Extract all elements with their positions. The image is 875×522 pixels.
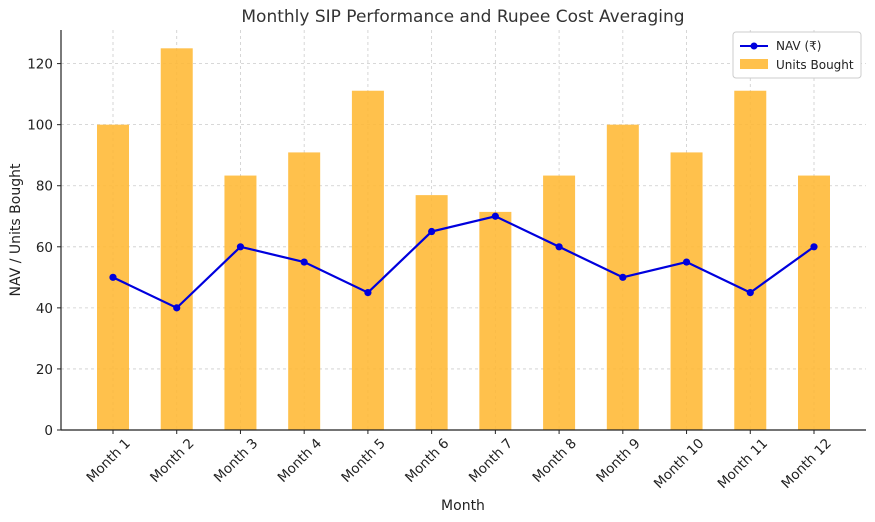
x-tick-label: Month 11: [715, 436, 771, 492]
x-tick-label: Month 3: [211, 436, 261, 486]
legend-label-nav: NAV (₹): [776, 39, 821, 53]
nav-point: [491, 212, 499, 220]
nav-point: [619, 273, 627, 281]
bar-units-bought: [160, 48, 193, 430]
x-tick-label: Month 6: [402, 436, 452, 486]
y-tick-label: 20: [36, 362, 53, 378]
bar-units-bought: [479, 211, 512, 430]
x-tick-labels: Month 1 Month 2 Month 3 Month 4 Month 5 Month…: [83, 430, 835, 492]
bar-units-bought: [224, 175, 257, 430]
legend: NAV (₹) Units Bought: [732, 31, 862, 79]
legend-label-units: Units Bought: [776, 58, 854, 72]
x-axis-label: Month: [441, 498, 485, 514]
nav-point: [555, 243, 563, 251]
x-tick-label: Month 10: [651, 436, 707, 492]
y-tick-label: 60: [36, 240, 53, 256]
y-tick-labels: 0 20 40 60 80 100 120: [27, 57, 61, 439]
y-tick-label: 120: [27, 57, 53, 73]
x-tick-label: Month 7: [466, 436, 516, 486]
nav-point: [746, 288, 754, 297]
y-axis-label: NAV / Units Bought: [8, 163, 24, 296]
x-tick-label: Month 8: [530, 436, 580, 486]
bar-units-bought: [351, 90, 384, 431]
y-tick-label: 0: [44, 423, 53, 439]
chart-title: Monthly SIP Performance and Rupee Cost A…: [241, 7, 684, 27]
bar-units-bought: [288, 152, 321, 430]
nav-point: [173, 304, 181, 312]
x-tick-label: Month 9: [593, 436, 643, 486]
nav-point: [428, 227, 436, 236]
bars-group: [97, 48, 830, 431]
x-tick-label: Month 1: [83, 436, 133, 486]
axes: [60, 30, 866, 431]
bar-units-bought: [543, 175, 576, 430]
legend-line-marker: [750, 42, 758, 50]
line-group: [109, 212, 818, 312]
bar-units-bought: [734, 90, 767, 431]
y-tick-label: 80: [36, 179, 53, 195]
y-tick-label: 100: [27, 118, 53, 134]
y-tick-label: 40: [36, 301, 53, 317]
x-tick-label: Month 4: [275, 436, 325, 486]
nav-point: [364, 288, 372, 297]
legend-bar-swatch: [740, 59, 768, 69]
nav-line: [112, 215, 815, 310]
bar-units-bought: [670, 152, 703, 430]
bar-units-bought: [798, 175, 830, 430]
x-tick-label: Month 5: [338, 436, 388, 486]
x-tick-label: Month 12: [778, 436, 834, 492]
nav-point: [810, 243, 818, 251]
nav-point: [300, 258, 308, 266]
nav-point: [236, 243, 245, 251]
x-tick-label: Month 2: [147, 436, 197, 486]
nav-point: [109, 273, 117, 281]
nav-point: [682, 258, 691, 266]
